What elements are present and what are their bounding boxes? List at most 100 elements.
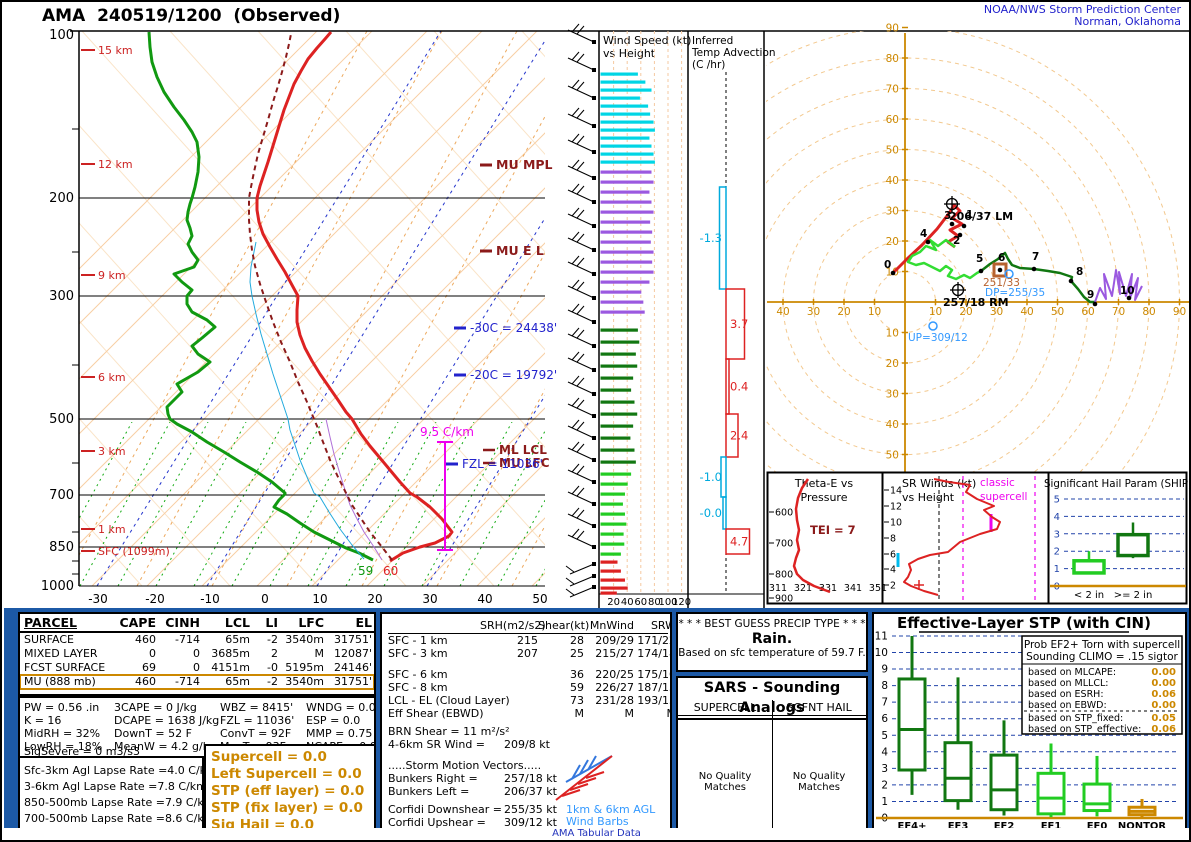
bunkers-row-text: Bunkers Left =	[388, 785, 470, 798]
stp-box	[1036, 771, 1066, 816]
lapse-text: Sfc-3km Agl Lapse Rate =	[24, 764, 168, 777]
parcel-col-header: CAPE	[119, 615, 156, 630]
downshear-marker	[1004, 269, 1014, 279]
temp-tick-label: -30	[88, 592, 108, 606]
shear-cell: 215	[517, 634, 538, 647]
srw-y-label: 12	[890, 502, 902, 513]
shear-cell: 207	[517, 647, 538, 660]
hodo-axis-label: 20	[886, 236, 899, 248]
hodo-axis-label: 10	[868, 306, 881, 318]
stp-y-label: 3	[881, 763, 888, 775]
shear-cell: SFC - 6 km	[388, 668, 448, 681]
ship-x-label: >= 2 in	[1114, 590, 1153, 601]
sounding-profiles	[147, 31, 454, 563]
shear-cell: 209/29	[595, 634, 634, 647]
thetae-y-label: 600	[775, 508, 793, 519]
hodo-km-mark: 0	[884, 259, 891, 271]
sars-supercell-header: SUPERCELL	[678, 700, 772, 716]
tabular-data-link[interactable]: AMA Tabular Data	[552, 828, 641, 839]
stp-category-label: EF2	[994, 821, 1015, 832]
thermo-value: 3CAPE = 0 J/kg	[114, 701, 197, 714]
srw-curve	[903, 478, 1001, 596]
skewt-background-lines	[79, 31, 545, 586]
shear-cell	[480, 681, 538, 694]
surface-dewpoint-label: 59	[358, 564, 373, 578]
fzl-label: FZL = 11036'	[462, 457, 543, 471]
parcel-row[interactable]: MU (888 mb) 460 -714 65m -2 3540m 31751'	[20, 674, 374, 690]
shear-cell: 175/16	[637, 668, 670, 681]
thermo-value: PW = 0.56 .in	[24, 701, 100, 714]
ship-y-label: 3	[1054, 529, 1060, 540]
composite-index-value: Supercell = 0.0	[211, 749, 327, 765]
mu_parcel-profile	[248, 33, 393, 561]
thermo-column: 3CAPE = 0 J/kg DCAPE = 1638 J/kg DownT = 5…	[114, 701, 219, 753]
height-tick-label: 1 km	[98, 523, 126, 536]
parcel-row[interactable]: MIXED LAYER 0 0 3685m 2 M 12087'	[20, 647, 374, 661]
wind-axis-label: 80	[648, 597, 661, 608]
brn-shear-line: BRN Shear = 11 m²/s²	[388, 725, 510, 738]
thermo-value: K = 16	[24, 714, 62, 727]
parcel-col-header: LCL	[224, 615, 250, 630]
srw-y-label: 10	[890, 518, 902, 529]
temperature-profile	[255, 31, 454, 563]
parcel-cell: SURFACE	[24, 633, 74, 646]
precip-header: * * * BEST GUESS PRECIP TYPE * * *	[678, 618, 866, 630]
advection-title-2: Temp Advection	[691, 47, 776, 59]
shear-cell: 187/15	[637, 681, 670, 694]
temp-tick-label: 10	[312, 592, 327, 606]
shear-cell: 220/25	[595, 668, 634, 681]
parcel-cell: 4151m	[211, 661, 250, 674]
parcel-cell: 5195m	[285, 661, 324, 674]
parcel-row[interactable]: SURFACE 460 -714 65m -2 3540m 31751'	[20, 633, 374, 647]
lapse-text: 3-6km Agl Lapse Rate =	[24, 780, 158, 793]
lapse-text: 4.0 C/km	[167, 764, 202, 777]
lapse-text: 7.8 C/km	[157, 780, 204, 793]
pressure-tick-label: 500	[49, 412, 74, 427]
right-mover-label: 257/18 RM	[943, 296, 1009, 309]
hodo-axis-label: 60	[886, 114, 899, 126]
lapse-text: 850-500mb Lapse Rate =	[24, 796, 165, 809]
parcel-cell: 69	[142, 661, 156, 674]
sr-winds-inset	[881, 471, 1050, 605]
parcel-table: PARCEL CAPE CINH LCL LI LFC EL SURFACE 460 -714 65…	[18, 612, 376, 696]
agency-line1: NOAA/NWS Storm Prediction Center	[983, 3, 1181, 16]
pressure-tick-label: 1000	[41, 579, 74, 594]
shear-cell: 171/22	[637, 634, 670, 647]
mu-el-label: MU E L	[496, 243, 544, 258]
advection-value: 3.7	[730, 317, 748, 331]
parcel-table-header: PARCEL CAPE CINH LCL LI LFC EL	[20, 614, 374, 633]
minus20c-label: -20C = 19792'	[470, 368, 557, 382]
dewpoint-profile	[147, 31, 374, 562]
wetbulb-profile	[249, 241, 365, 560]
thermo-value: LowRH = 18%	[24, 740, 103, 753]
parcel-row[interactable]: FCST SURFACE 69 0 4151m -0 5195m 24146'	[20, 661, 374, 675]
thetae-y-label: 700	[775, 539, 793, 550]
srw-y-label: 6	[890, 550, 896, 561]
stp-category-label: EF1	[1041, 821, 1062, 832]
parcel-cell: 3685m	[211, 647, 250, 660]
thetae-title-2: Pressure	[801, 491, 848, 504]
shear-cell: SFC - 8 km	[388, 681, 448, 694]
mu-lfc-label: MU LFC	[499, 456, 550, 470]
ship-y-label: 1	[1054, 564, 1060, 575]
precip-type-panel: * * * BEST GUESS PRECIP TYPE * * * Rain.…	[676, 612, 868, 672]
footer: AMA Tabular Data	[4, 828, 1189, 840]
temp-tick-label: 50	[532, 592, 547, 606]
height-tick-label: 12 km	[98, 158, 133, 171]
composite-indices-panel: Supercell = 0.0 Left Supercell = 0.0 STP (…	[204, 744, 376, 838]
thetae-x-label: 331	[819, 583, 837, 594]
shear-col-header: SRH(m2/s2)	[480, 619, 546, 632]
sars-supercell-result: No Quality Matches	[698, 771, 752, 793]
prob-box	[1021, 635, 1183, 735]
classic-label-2: supercell	[980, 491, 1027, 503]
corfidi-row: Corfidi Downshear = 255/35 kt	[388, 803, 668, 816]
shear-cell: M	[574, 707, 585, 720]
precip-type: Rain.	[751, 631, 793, 647]
shear-cell: SFC - 1 km	[388, 634, 448, 647]
thetae-y-label: 800	[775, 570, 793, 581]
lapse-rate-row: 3-6km Agl Lapse Rate = 7.8 C/km	[20, 779, 202, 795]
row-gap	[388, 751, 668, 759]
stp-boxplot-chart: Effective-Layer STP (with CIN) 11 10 9 8 7 6 5 4…	[875, 614, 1183, 832]
